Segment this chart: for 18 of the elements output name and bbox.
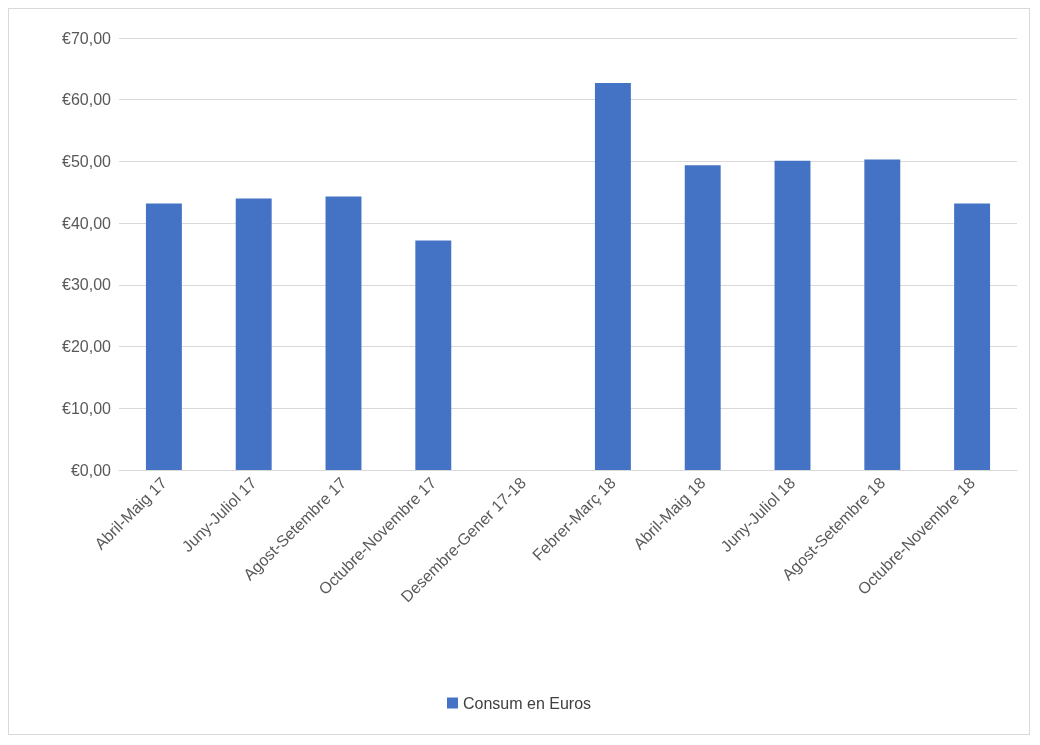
y-tick-label: €60,00	[62, 91, 112, 109]
legend-label: Consum en Euros	[462, 694, 592, 712]
y-tick-label: €40,00	[62, 214, 112, 232]
bar	[235, 198, 272, 470]
y-tick-label: €0,00	[70, 461, 112, 479]
y-tick-label: €10,00	[62, 399, 112, 417]
bar	[325, 196, 362, 470]
y-tick-label: €30,00	[62, 276, 112, 294]
bar	[415, 240, 452, 470]
y-tick-label: €50,00	[62, 152, 112, 170]
bar	[594, 83, 631, 470]
bar	[774, 160, 811, 470]
bar	[145, 203, 182, 470]
bar	[684, 165, 721, 470]
y-tick-label: €70,00	[62, 29, 112, 47]
bar	[864, 159, 901, 470]
y-tick-label: €20,00	[62, 338, 112, 356]
bar	[954, 203, 991, 470]
